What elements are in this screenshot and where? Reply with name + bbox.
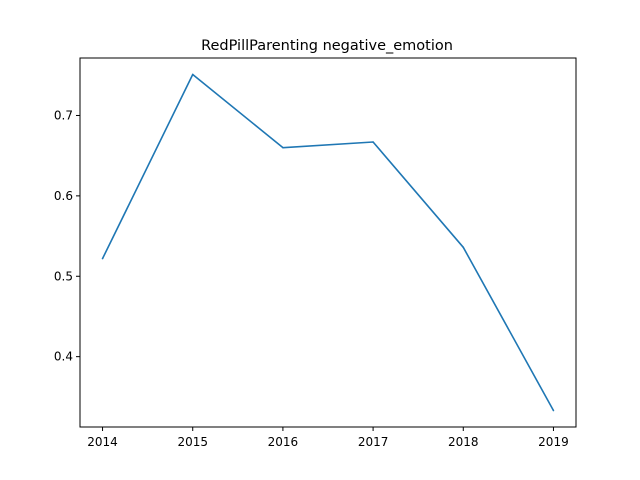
data-point <box>372 141 374 143</box>
data-point <box>101 257 104 260</box>
data-point <box>191 73 194 76</box>
y-tick-label: 0.5 <box>54 269 73 283</box>
x-tick-label: 2015 <box>177 435 208 449</box>
data-point <box>462 246 465 249</box>
x-tick-label: 2016 <box>268 435 299 449</box>
y-tick-label: 0.7 <box>54 108 73 122</box>
x-tick-label: 2014 <box>87 435 118 449</box>
x-axis: 2014 2015 2016 2017 2018 2019 <box>87 427 569 449</box>
y-tick-label: 0.6 <box>54 189 73 203</box>
data-point <box>282 146 284 149</box>
plot-area <box>79 57 577 428</box>
x-tick-label: 2018 <box>448 435 479 449</box>
x-tick-label: 2017 <box>358 435 389 449</box>
x-tick-label: 2019 <box>538 435 569 449</box>
series-layer <box>101 73 555 412</box>
data-point <box>552 409 555 412</box>
y-tick-label: 0.4 <box>54 350 73 364</box>
series-line <box>101 73 555 411</box>
chart-title: RedPillParenting negative_emotion <box>201 38 453 54</box>
y-axis: 0.4 0.5 0.6 0.7 <box>54 108 80 364</box>
